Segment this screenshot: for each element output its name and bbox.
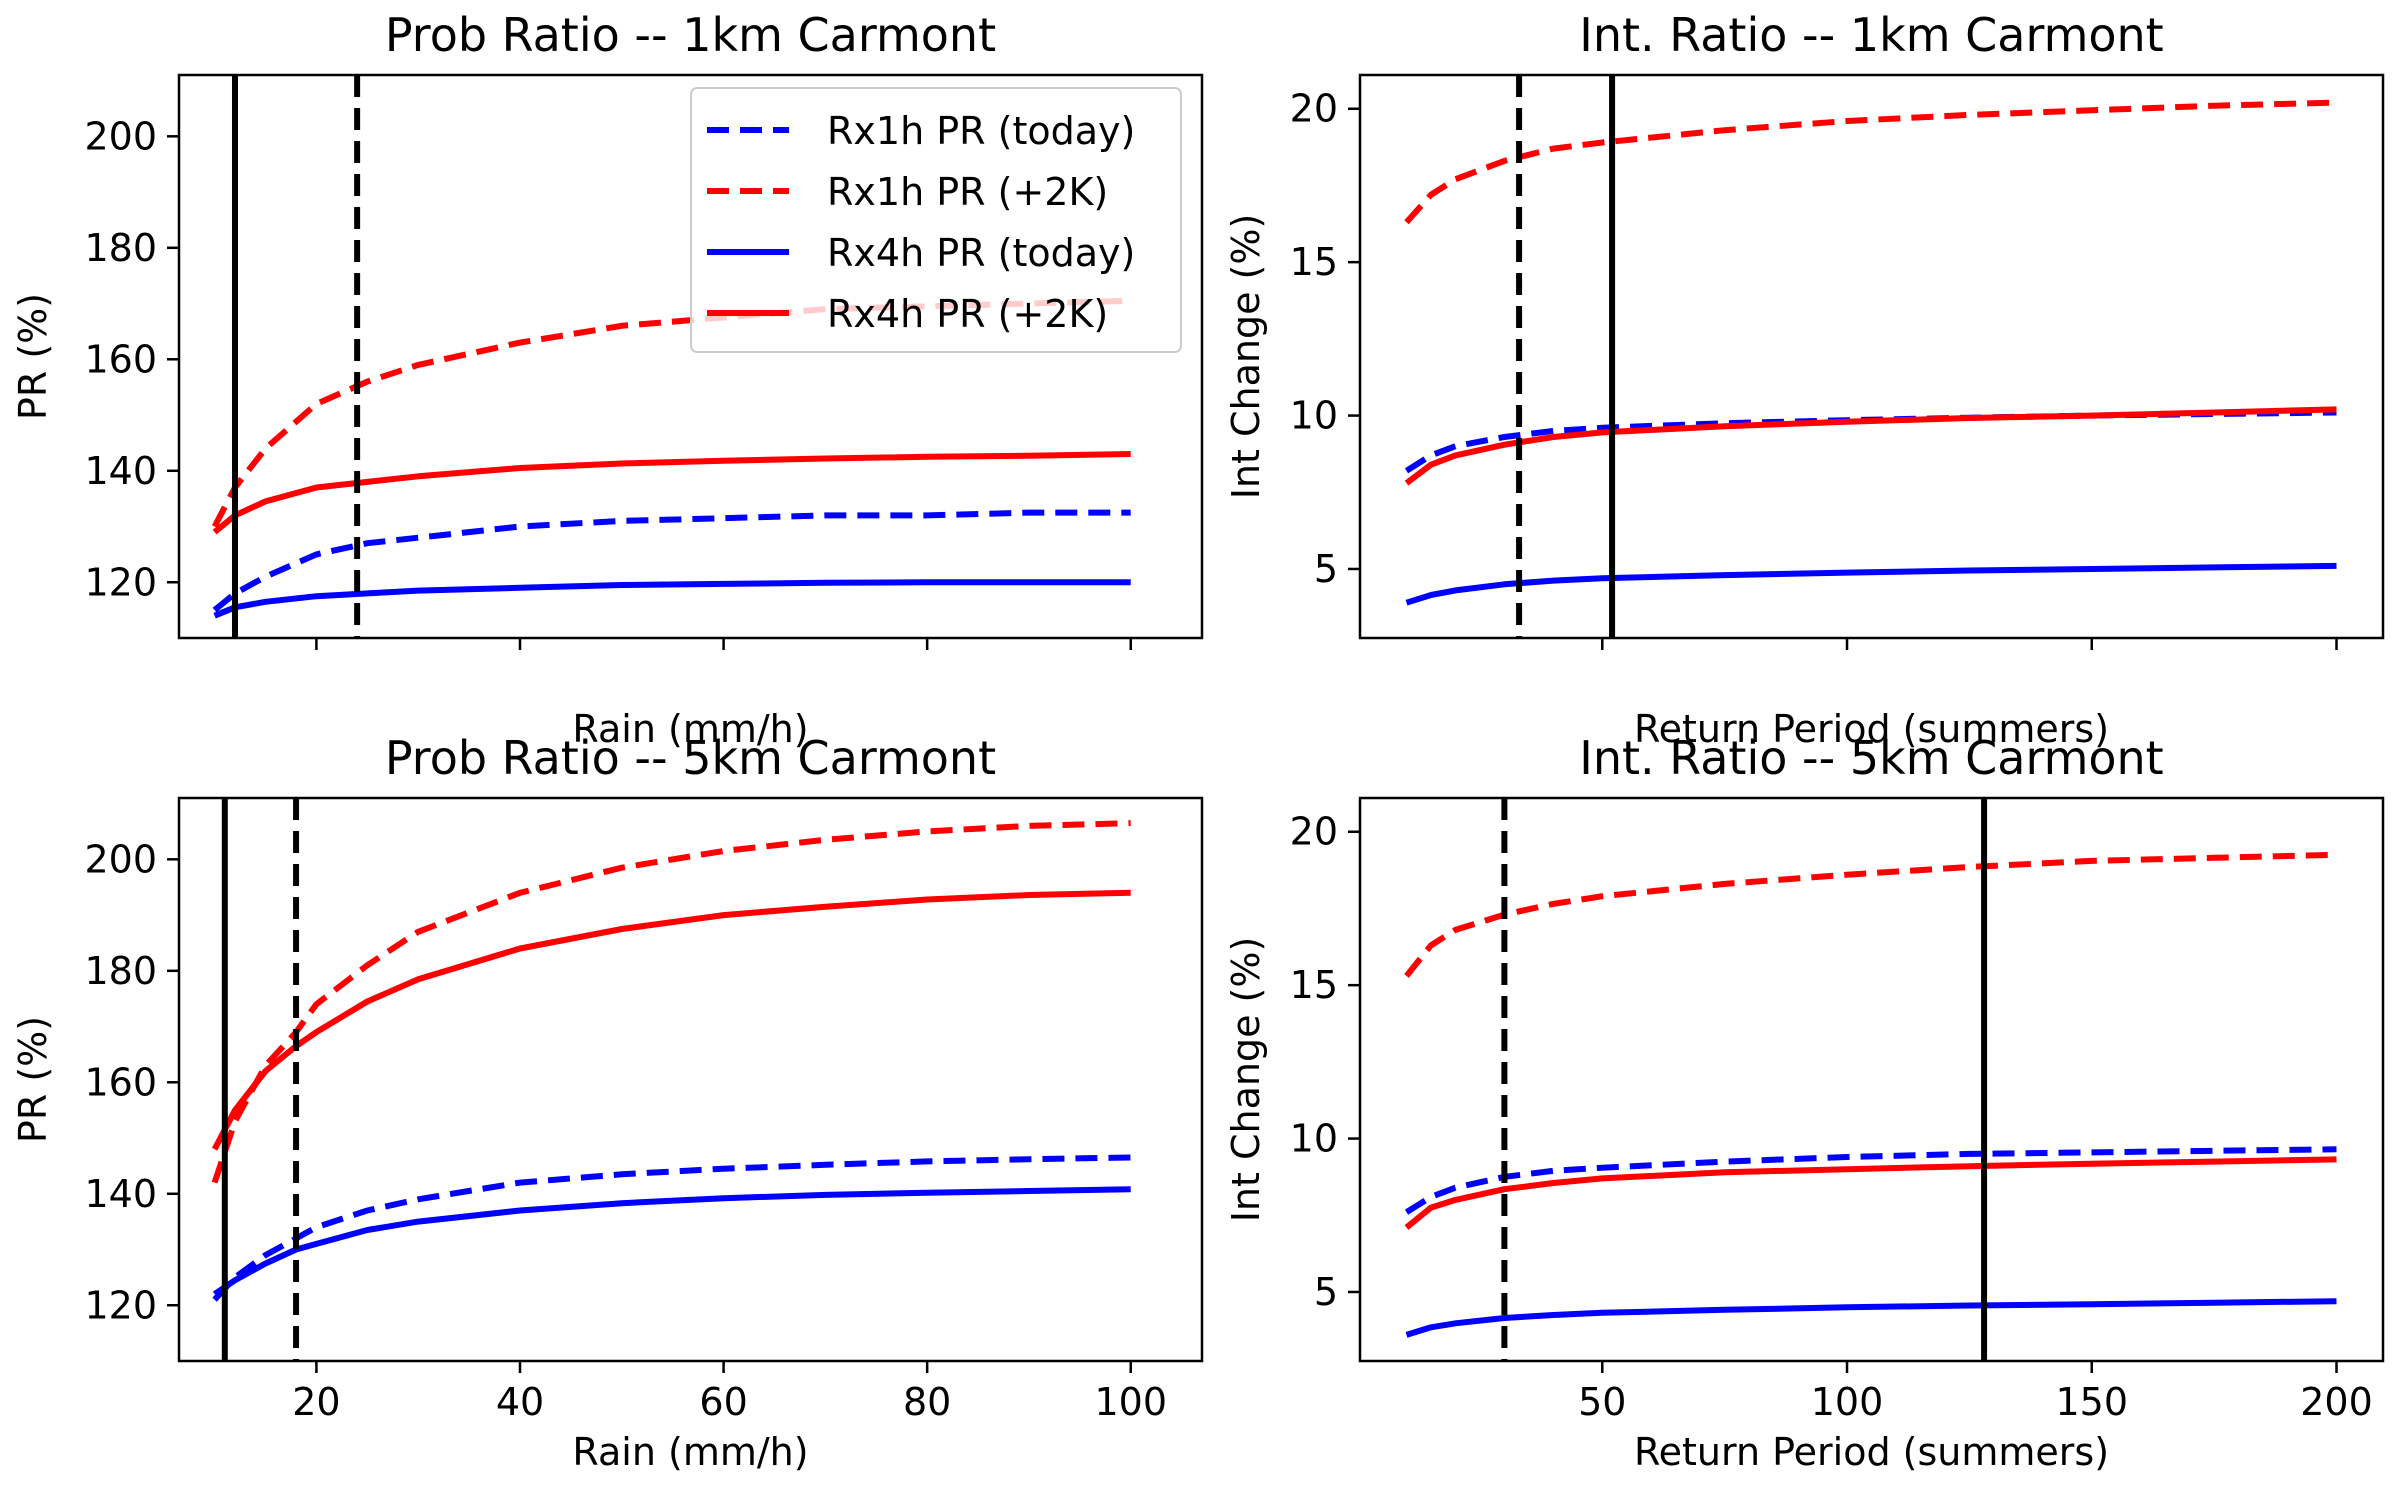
y-tick-label: 180 [84,226,157,270]
y-tick-label: 200 [84,114,157,158]
series-line-3 [1405,562,2337,606]
plot-area [211,75,1131,638]
series-line-2 [211,297,1131,528]
y-tick-label: 5 [1314,1270,1338,1314]
chart-title: Prob Ratio -- 1km Carmont [385,8,996,62]
y-tick-label: 120 [84,1283,157,1327]
x-tick-label: 100 [1811,1380,1884,1424]
series-line-3 [213,579,1131,619]
y-tick-label: 10 [1290,1117,1338,1161]
y-tick-label: 200 [84,837,157,881]
axes-frame [177,73,1204,640]
x-tick-label: 80 [903,1380,951,1424]
legend-entry-label: Rx1h PR (+2K) [827,170,1108,214]
y-tick-label: 15 [1290,963,1338,1007]
x-tick-label: 40 [496,1380,544,1424]
y-tick-label: 20 [1290,810,1338,854]
x-axis-label: Return Period (summers) [1634,707,2109,751]
chart-title: Prob Ratio -- 5km Carmont [385,731,996,785]
x-tick-label: 60 [699,1380,747,1424]
y-tick-label: 180 [84,949,157,993]
y-tick-label: 140 [84,449,157,493]
y-tick-label: 160 [84,1060,157,1104]
y-tick-label: 20 [1290,87,1338,131]
x-axis-label: Rain (mm/h) [572,1430,808,1474]
chart-panel-3: Prob Ratio -- 5km Carmont 20 40 60 80 100 120 1… [11,731,1204,1474]
axes-frame [1358,796,2385,1363]
series-line-2 [1404,851,2337,978]
chart-panel-4: Int. Ratio -- 5km Carmont 50 100 150 200 5 10 1… [1224,731,2385,1474]
chart-panel-1: Prob Ratio -- 1km Carmont 120 140 160 180 200… [11,8,1204,751]
y-tick-label: 5 [1314,547,1338,591]
series-line-4 [212,451,1131,535]
y-tick-label: 160 [84,337,157,381]
series-line-4 [211,889,1131,1151]
series-line-2 [211,820,1131,1184]
legend-entry-label: Rx1h PR (today) [827,109,1135,153]
plot-area [1404,798,2337,1361]
plot-area [211,798,1131,1361]
legend-entry-label: Rx4h PR (+2K) [827,292,1108,336]
y-tick-label: 10 [1290,394,1338,438]
series-line-2 [1404,99,2337,225]
x-tick-label: 100 [1094,1380,1167,1424]
chart-title: Int. Ratio -- 5km Carmont [1579,731,2163,785]
chart-panel-2: Int. Ratio -- 1km Carmont 5 10 15 20 Return P… [1224,8,2385,751]
y-tick-label: 15 [1290,240,1338,284]
axes-frame [1358,73,2385,640]
axes-frame [177,796,1204,1363]
legend-box [690,87,1182,353]
x-axis-label: Return Period (summers) [1634,1430,2109,1474]
legend: Rx1h PR (today) Rx1h PR (+2K) Rx4h PR (tod… [690,87,1182,353]
series-line-4 [1404,1156,2337,1230]
legend-entry-label: Rx4h PR (today) [827,231,1135,275]
series-line-3 [1405,1298,2337,1338]
x-axis-label: Rain (mm/h) [572,707,808,751]
series-line-4 [1404,406,2337,486]
plot-area [1404,75,2337,638]
x-tick-label: 200 [2300,1380,2373,1424]
series-line-3 [212,1186,1131,1297]
y-axis-label: PR (%) [11,293,55,420]
y-axis-label: Int Change (%) [1224,937,1268,1223]
y-tick-label: 120 [84,560,157,604]
x-tick-label: 20 [292,1380,340,1424]
series-line-1 [212,1154,1131,1302]
y-axis-label: Int Change (%) [1224,214,1268,500]
x-tick-label: 150 [2055,1380,2128,1424]
y-tick-label: 140 [84,1172,157,1216]
series-line-1 [1404,1146,2337,1215]
y-axis-label: PR (%) [11,1016,55,1143]
x-tick-label: 50 [1578,1380,1626,1424]
series-line-1 [212,509,1131,613]
chart-title: Int. Ratio -- 1km Carmont [1579,8,2163,62]
